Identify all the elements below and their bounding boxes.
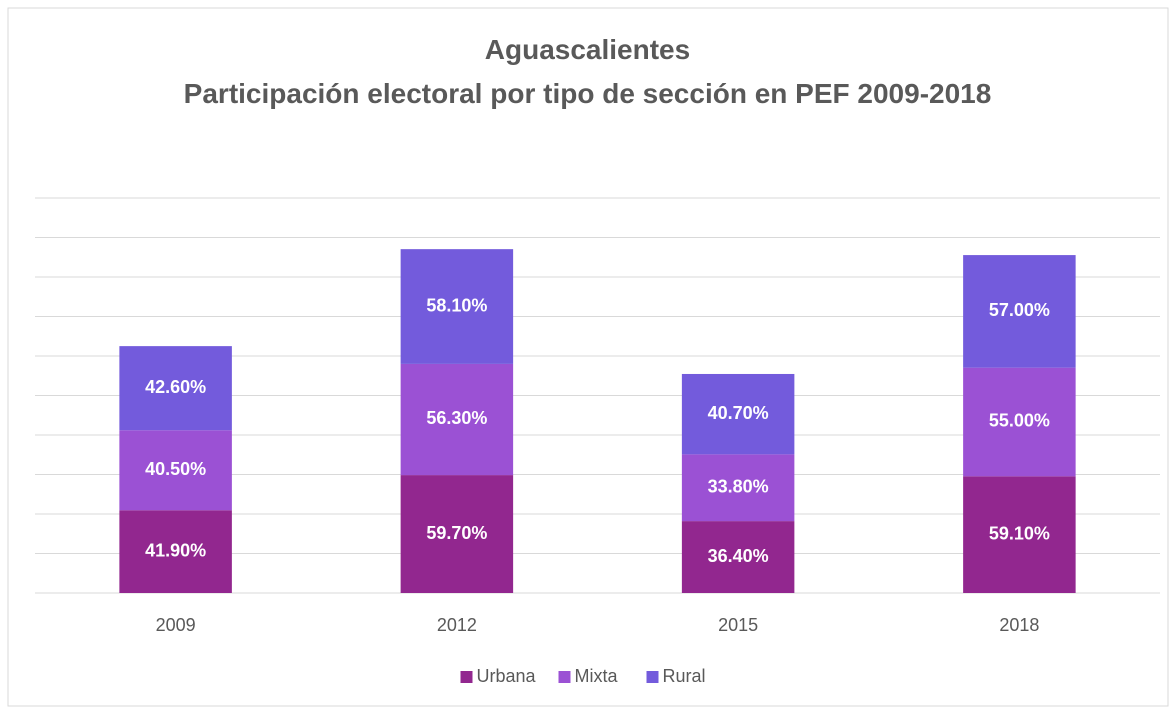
bar-segment [681,521,795,593]
bar-segment [119,430,232,511]
legend-label: Urbana [477,666,537,686]
bar-segment [400,363,514,476]
data-label: 40.70% [708,403,769,423]
bar-segment [963,255,1076,368]
bar-segment [400,475,514,593]
bar-segment [681,454,795,522]
legend-label: Mixta [575,666,619,686]
bar-segment [400,249,514,364]
legend-swatch [460,671,473,683]
data-label: 59.10% [989,523,1050,543]
bar-segment [963,476,1076,593]
data-label: 58.10% [426,295,487,315]
x-tick-label: 2018 [999,615,1039,635]
data-label: 40.50% [145,459,206,479]
data-label: 33.80% [708,476,769,496]
legend-label: Rural [663,666,706,686]
bar-segment [963,367,1076,477]
x-tick-label: 2012 [437,615,477,635]
data-label: 59.70% [426,523,487,543]
data-label: 42.60% [145,377,206,397]
data-label: 41.90% [145,540,206,560]
data-label: 56.30% [426,408,487,428]
data-label: 55.00% [989,411,1050,431]
bar-segment [119,510,232,593]
x-tick-label: 2015 [718,615,758,635]
chart-frame [7,7,1169,707]
bar-segment [681,373,795,455]
titles: Aguascalientes Participación electoral p… [0,28,1175,116]
chart-subtitle: Participación electoral por tipo de secc… [183,78,992,109]
legend-swatch [646,671,659,683]
data-label: 57.00% [989,300,1050,320]
chart-title: Aguascalientes [484,34,691,65]
legend-swatch [558,671,571,683]
x-tick-label: 2009 [156,615,196,635]
bar-segment [119,346,232,431]
data-label: 36.40% [708,546,769,566]
